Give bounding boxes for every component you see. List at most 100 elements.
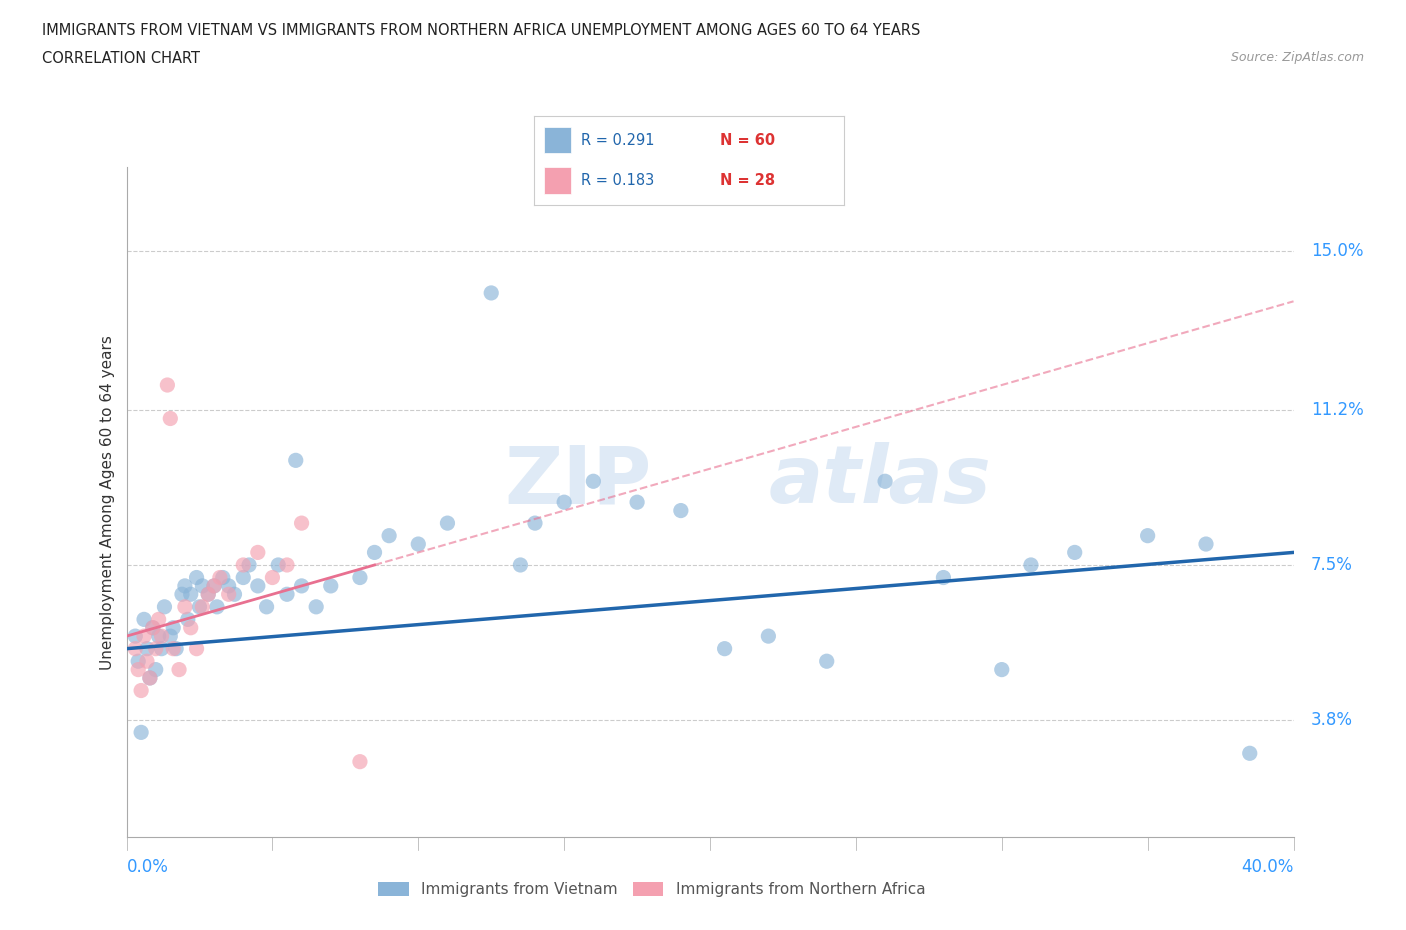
Point — [218, 587, 240, 602]
Text: ZIP: ZIP — [505, 443, 652, 520]
Point — [553, 495, 575, 510]
Point — [276, 558, 298, 573]
Point — [205, 600, 228, 615]
Point — [174, 600, 197, 615]
Point — [218, 578, 240, 593]
Point — [479, 286, 502, 300]
Point — [156, 378, 179, 392]
Point — [150, 642, 173, 657]
Text: 3.8%: 3.8% — [1310, 711, 1353, 729]
Point — [290, 515, 312, 530]
Point — [180, 620, 202, 635]
Point — [167, 662, 190, 677]
Point — [202, 578, 225, 593]
Point — [208, 570, 231, 585]
Point — [408, 537, 430, 551]
Point — [713, 642, 735, 657]
Point — [136, 642, 159, 657]
Point — [232, 570, 254, 585]
Point — [436, 515, 458, 530]
Point — [1019, 558, 1042, 573]
Point — [669, 503, 692, 518]
Point — [159, 411, 181, 426]
Point — [186, 642, 208, 657]
Point — [990, 662, 1012, 677]
Point — [174, 578, 197, 593]
Point — [932, 570, 955, 585]
Point — [256, 600, 278, 615]
Point — [224, 587, 246, 602]
Point — [145, 662, 167, 677]
Point — [142, 620, 165, 635]
Point — [524, 515, 547, 530]
Point — [191, 578, 214, 593]
Legend: Immigrants from Vietnam, Immigrants from Northern Africa: Immigrants from Vietnam, Immigrants from… — [373, 876, 931, 903]
Point — [139, 671, 162, 685]
Point — [153, 600, 176, 615]
Point — [124, 629, 146, 644]
Point — [170, 587, 193, 602]
Point — [165, 642, 187, 657]
Point — [188, 600, 211, 615]
Point — [191, 600, 214, 615]
Text: CORRELATION CHART: CORRELATION CHART — [42, 51, 200, 66]
Point — [756, 629, 779, 644]
Point — [197, 587, 219, 602]
Text: R = 0.291: R = 0.291 — [581, 133, 654, 148]
Point — [875, 474, 897, 489]
Point — [148, 629, 170, 644]
Point — [1063, 545, 1085, 560]
Point — [267, 558, 290, 573]
Point — [150, 629, 173, 644]
Text: 40.0%: 40.0% — [1241, 857, 1294, 876]
Point — [139, 671, 162, 685]
Text: 0.0%: 0.0% — [127, 857, 169, 876]
Point — [1195, 537, 1218, 551]
Text: 15.0%: 15.0% — [1310, 242, 1364, 260]
Point — [262, 570, 284, 585]
Text: Source: ZipAtlas.com: Source: ZipAtlas.com — [1230, 51, 1364, 64]
Point — [127, 662, 149, 677]
Point — [509, 558, 531, 573]
Point — [127, 654, 149, 669]
Point — [132, 612, 155, 627]
Point — [186, 570, 208, 585]
Point — [132, 629, 155, 644]
Point — [136, 654, 159, 669]
Point — [276, 587, 298, 602]
Point — [197, 587, 219, 602]
Point — [363, 545, 385, 560]
Text: IMMIGRANTS FROM VIETNAM VS IMMIGRANTS FROM NORTHERN AFRICA UNEMPLOYMENT AMONG AG: IMMIGRANTS FROM VIETNAM VS IMMIGRANTS FR… — [42, 23, 921, 38]
Point — [162, 642, 184, 657]
Point — [1239, 746, 1261, 761]
Point — [349, 570, 371, 585]
Point — [284, 453, 307, 468]
Point — [305, 600, 328, 615]
Point — [246, 578, 269, 593]
Point — [159, 629, 181, 644]
Point — [145, 642, 167, 657]
Text: R = 0.183: R = 0.183 — [581, 173, 654, 188]
Point — [180, 587, 202, 602]
Point — [129, 683, 152, 698]
Text: atlas: atlas — [768, 443, 991, 520]
Point — [148, 612, 170, 627]
Point — [129, 725, 152, 740]
Point — [232, 558, 254, 573]
Point — [142, 620, 165, 635]
Point — [246, 545, 269, 560]
Point — [319, 578, 342, 593]
Point — [626, 495, 648, 510]
Point — [582, 474, 605, 489]
Point — [238, 558, 260, 573]
Point — [124, 642, 146, 657]
Point — [815, 654, 838, 669]
Point — [1136, 528, 1159, 543]
Point — [378, 528, 401, 543]
Bar — [544, 167, 571, 194]
Point — [290, 578, 312, 593]
Point — [162, 620, 184, 635]
Point — [349, 754, 371, 769]
Text: N = 28: N = 28 — [720, 173, 775, 188]
Text: 7.5%: 7.5% — [1310, 556, 1353, 574]
